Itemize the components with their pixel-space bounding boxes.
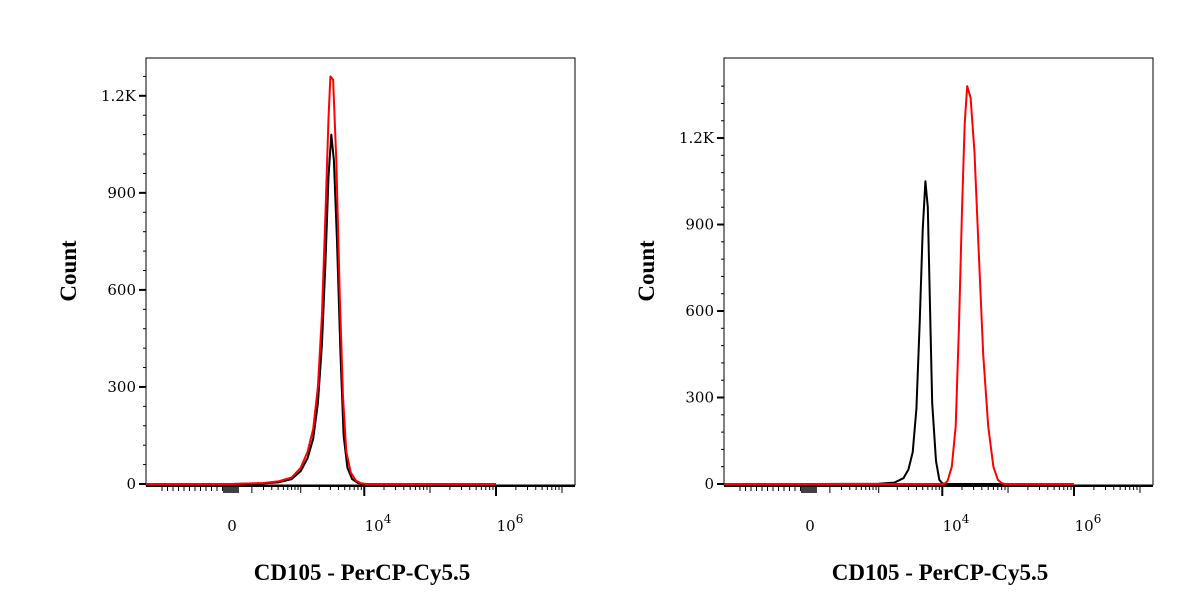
y-axis-ticks: 0 300 600 900 1.2K [679,85,724,493]
series-line-2 [724,85,1074,485]
y-tick-label: 0 [126,475,136,493]
x-tick-label-1e6: 106 [1075,512,1102,535]
y-tick-label: 600 [685,302,714,320]
y-axis-title: Count [56,240,81,302]
plot-frame [723,57,1154,486]
histogram-curves [724,85,1074,485]
x-tick-label-1e6: 106 [497,512,524,535]
y-tick-label: 1.2K [101,87,137,105]
x-axis-ticks [724,485,1153,496]
plot-frame [145,57,576,486]
y-axis-ticks: 0 300 600 900 1.2K [101,75,146,493]
y-tick-label: 600 [107,281,136,299]
x-axis-title: CD105 - PerCP-Cy5.5 [832,560,1049,585]
histogram-curves [146,75,496,485]
x-axis-ticks [146,485,575,496]
y-tick-label: 300 [107,378,136,396]
histogram-panel-1: 0 300 600 900 1.2K 0 104 106 CD105 - PerCP-C… [56,57,576,585]
x-tick-label-zero: 0 [227,517,237,535]
y-tick-label: 0 [704,475,714,493]
x-axis-title: CD105 - PerCP-Cy5.5 [254,560,471,585]
x-tick-label-1e4: 104 [943,512,970,535]
x-tick-label-1e4: 104 [365,512,392,535]
series-line-1 [146,133,496,485]
y-tick-label: 1.2K [679,129,715,147]
x-tick-label-zero: 0 [805,517,815,535]
y-tick-label: 300 [685,389,714,407]
series-line-2 [146,75,496,485]
histogram-panel-2: 0 300 600 900 1.2K 0 104 106 CD105 - PerCP-C… [634,57,1154,585]
y-tick-label: 900 [107,184,136,202]
series-line-1 [724,180,1074,485]
y-tick-label: 900 [685,216,714,234]
y-axis-title: Count [634,240,659,302]
